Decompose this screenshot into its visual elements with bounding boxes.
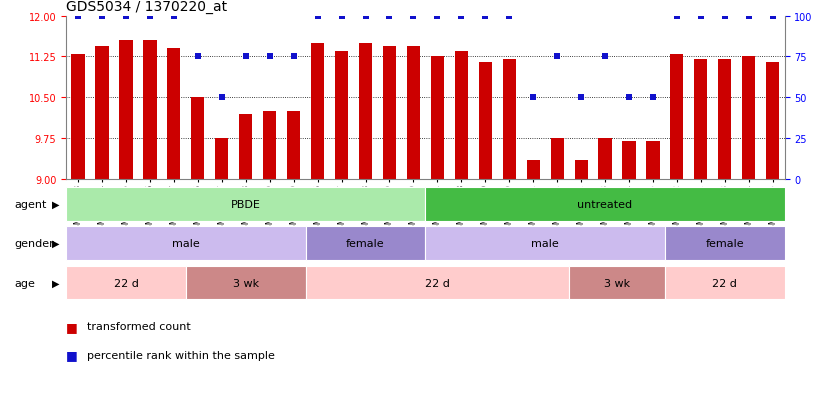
Bar: [575, 161, 587, 180]
Bar: [425, 227, 665, 261]
Point: [766, 13, 779, 20]
Text: age: age: [15, 278, 36, 288]
Point: [742, 13, 755, 20]
Text: agent: agent: [15, 199, 47, 209]
Text: ▶: ▶: [51, 239, 59, 249]
Point: [263, 54, 276, 61]
Bar: [287, 112, 300, 180]
Bar: [186, 266, 306, 300]
Point: [215, 95, 228, 102]
Point: [119, 13, 132, 20]
Point: [623, 95, 636, 102]
Point: [239, 54, 252, 61]
Text: GDS5034 / 1370220_at: GDS5034 / 1370220_at: [66, 0, 227, 14]
Point: [670, 13, 683, 20]
Bar: [665, 227, 785, 261]
Text: percentile rank within the sample: percentile rank within the sample: [87, 350, 274, 360]
Bar: [479, 63, 491, 180]
Bar: [695, 60, 707, 180]
Point: [718, 13, 731, 20]
Text: 22 d: 22 d: [113, 278, 139, 288]
Text: gender: gender: [15, 239, 55, 249]
Bar: [431, 57, 444, 180]
Bar: [665, 266, 785, 300]
Bar: [120, 41, 132, 180]
Point: [71, 13, 84, 20]
Point: [550, 54, 563, 61]
Text: 3 wk: 3 wk: [604, 278, 630, 288]
Bar: [671, 55, 683, 180]
Bar: [263, 112, 276, 180]
Bar: [311, 44, 324, 180]
Bar: [425, 188, 785, 221]
Bar: [306, 266, 569, 300]
Bar: [335, 52, 348, 180]
Point: [335, 13, 348, 20]
Text: ■: ■: [66, 349, 78, 362]
Point: [311, 13, 324, 20]
Point: [598, 54, 611, 61]
Bar: [66, 188, 425, 221]
Bar: [96, 46, 108, 180]
Bar: [599, 139, 611, 180]
Text: ■: ■: [66, 320, 78, 333]
Point: [144, 13, 157, 20]
Bar: [503, 60, 515, 180]
Bar: [168, 49, 180, 180]
Point: [454, 13, 468, 20]
Point: [95, 13, 108, 20]
Bar: [647, 142, 659, 180]
Bar: [407, 46, 420, 180]
Bar: [359, 44, 372, 180]
Text: 22 d: 22 d: [425, 278, 450, 288]
Bar: [527, 161, 539, 180]
Bar: [192, 98, 204, 180]
Bar: [66, 266, 186, 300]
Point: [430, 13, 444, 20]
Text: 3 wk: 3 wk: [233, 278, 259, 288]
Bar: [743, 57, 755, 180]
Text: untreated: untreated: [577, 199, 633, 209]
Text: male: male: [531, 239, 559, 249]
Point: [191, 54, 204, 61]
Point: [502, 13, 515, 20]
Text: ▶: ▶: [51, 278, 59, 288]
Bar: [383, 46, 396, 180]
Point: [646, 95, 659, 102]
Text: male: male: [172, 239, 200, 249]
Point: [694, 13, 707, 20]
Bar: [569, 266, 665, 300]
Bar: [719, 60, 731, 180]
Point: [406, 13, 420, 20]
Bar: [144, 41, 156, 180]
Bar: [767, 63, 779, 180]
Point: [358, 13, 372, 20]
Text: PBDE: PBDE: [230, 199, 261, 209]
Point: [167, 13, 180, 20]
Point: [574, 95, 587, 102]
Bar: [623, 142, 635, 180]
Text: ▶: ▶: [51, 199, 59, 209]
Bar: [240, 114, 252, 180]
Point: [526, 95, 539, 102]
Text: female: female: [705, 239, 744, 249]
Bar: [216, 139, 228, 180]
Text: transformed count: transformed count: [87, 321, 191, 331]
Bar: [66, 227, 306, 261]
Bar: [306, 227, 425, 261]
Point: [382, 13, 396, 20]
Point: [287, 54, 300, 61]
Bar: [72, 55, 84, 180]
Text: female: female: [346, 239, 385, 249]
Bar: [551, 139, 563, 180]
Text: 22 d: 22 d: [712, 278, 738, 288]
Bar: [455, 52, 468, 180]
Point: [478, 13, 491, 20]
